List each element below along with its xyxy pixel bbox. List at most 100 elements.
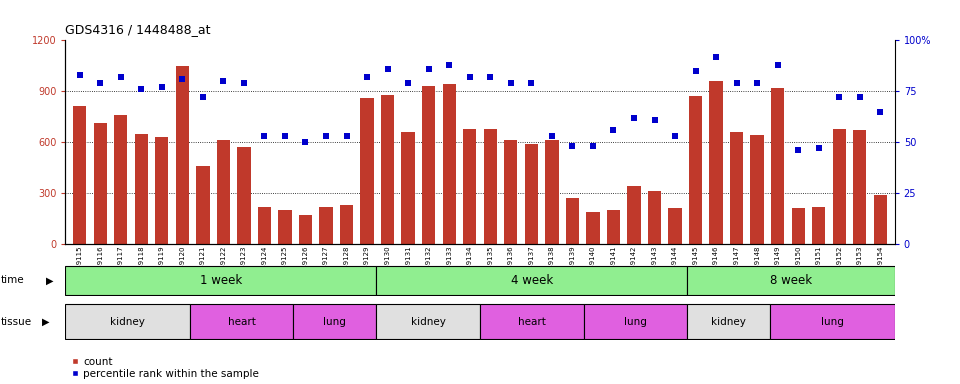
Bar: [709, 81, 723, 244]
Bar: [299, 215, 312, 244]
Point: [483, 74, 498, 80]
Bar: [237, 147, 251, 244]
Text: lung: lung: [624, 316, 647, 327]
Text: time: time: [1, 275, 25, 285]
Bar: [294, 304, 376, 339]
Point: [155, 84, 170, 90]
Bar: [504, 141, 517, 244]
Point: [277, 133, 293, 139]
Bar: [687, 304, 770, 339]
Point: [667, 133, 683, 139]
Bar: [422, 86, 435, 244]
Bar: [376, 266, 687, 295]
Bar: [190, 304, 294, 339]
Bar: [525, 144, 538, 244]
Text: kidney: kidney: [711, 316, 746, 327]
Point: [831, 94, 847, 100]
Point: [359, 74, 374, 80]
Point: [133, 86, 149, 92]
Point: [770, 62, 785, 68]
Point: [236, 80, 252, 86]
Point: [442, 62, 457, 68]
Bar: [320, 207, 333, 244]
Text: kidney: kidney: [411, 316, 445, 327]
Bar: [770, 304, 895, 339]
Bar: [443, 84, 456, 244]
Bar: [584, 304, 687, 339]
Bar: [278, 210, 292, 244]
Bar: [565, 198, 579, 244]
Point: [462, 74, 477, 80]
Point: [113, 74, 129, 80]
Point: [790, 147, 805, 153]
Point: [256, 133, 272, 139]
Bar: [65, 304, 190, 339]
Point: [708, 53, 724, 60]
Point: [339, 133, 354, 139]
Point: [647, 117, 662, 123]
Bar: [217, 141, 230, 244]
Point: [503, 80, 518, 86]
Bar: [381, 94, 395, 244]
Point: [750, 80, 765, 86]
Text: ▶: ▶: [42, 316, 50, 327]
Bar: [196, 166, 209, 244]
Bar: [627, 186, 640, 244]
Point: [380, 66, 396, 72]
Bar: [114, 115, 128, 244]
Bar: [832, 129, 846, 244]
Point: [606, 127, 621, 133]
Bar: [257, 207, 271, 244]
Bar: [874, 195, 887, 244]
Text: 4 week: 4 week: [511, 274, 553, 287]
Point: [811, 145, 827, 151]
Text: kidney: kidney: [110, 316, 145, 327]
Text: lung: lung: [821, 316, 844, 327]
Bar: [134, 134, 148, 244]
Legend: count, percentile rank within the sample: count, percentile rank within the sample: [70, 357, 259, 379]
Bar: [751, 135, 764, 244]
Point: [688, 68, 704, 74]
Bar: [771, 88, 784, 244]
Bar: [401, 132, 415, 244]
Point: [400, 80, 416, 86]
Bar: [156, 137, 168, 244]
Text: heart: heart: [228, 316, 255, 327]
Bar: [65, 244, 895, 384]
Bar: [730, 132, 743, 244]
Text: tissue: tissue: [1, 316, 32, 327]
Bar: [480, 304, 584, 339]
Bar: [587, 212, 600, 244]
Bar: [668, 208, 682, 244]
Bar: [176, 66, 189, 244]
Point: [626, 114, 641, 121]
Point: [92, 80, 108, 86]
Text: lung: lung: [324, 316, 347, 327]
Point: [421, 66, 437, 72]
Bar: [648, 191, 661, 244]
Bar: [545, 141, 559, 244]
Bar: [607, 210, 620, 244]
Text: 1 week: 1 week: [200, 274, 242, 287]
Point: [175, 76, 190, 82]
Bar: [93, 123, 107, 244]
Bar: [687, 266, 895, 295]
Point: [586, 143, 601, 149]
Bar: [853, 130, 867, 244]
Bar: [792, 208, 804, 244]
Text: ▶: ▶: [46, 275, 54, 285]
Point: [523, 80, 539, 86]
Point: [216, 78, 231, 84]
Bar: [340, 205, 353, 244]
Point: [72, 72, 87, 78]
Point: [195, 94, 210, 100]
Text: GDS4316 / 1448488_at: GDS4316 / 1448488_at: [65, 23, 211, 36]
Point: [564, 143, 580, 149]
Point: [873, 109, 888, 115]
Bar: [484, 129, 497, 244]
Point: [298, 139, 313, 145]
Point: [729, 80, 744, 86]
Point: [544, 133, 560, 139]
Bar: [65, 266, 376, 295]
Bar: [73, 106, 86, 244]
